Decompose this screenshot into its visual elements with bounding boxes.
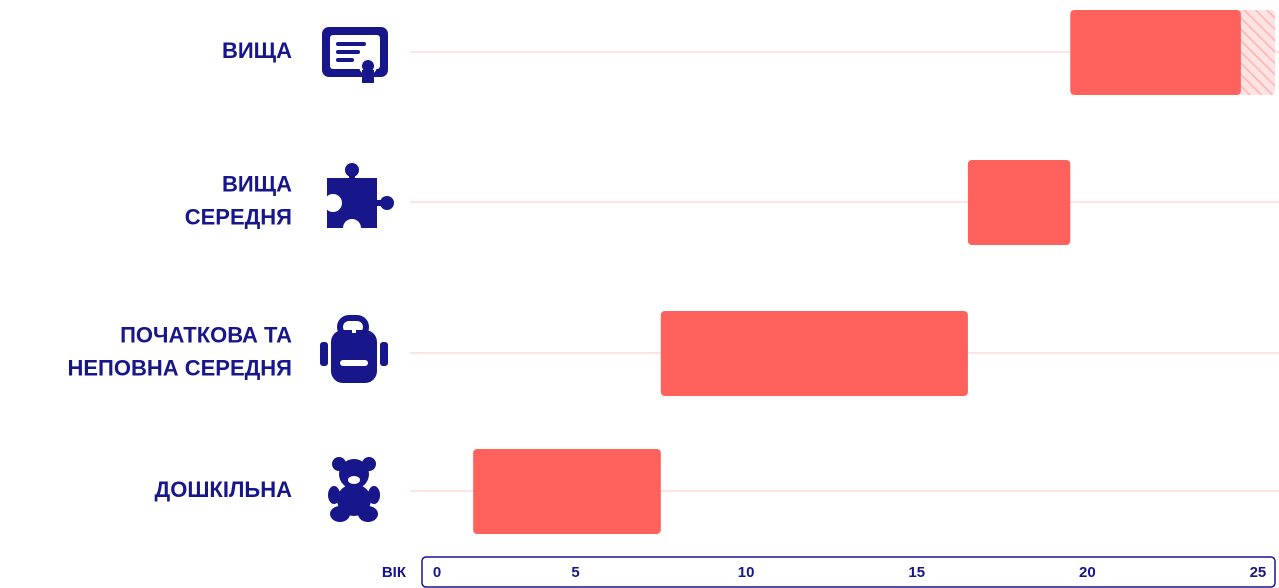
x-tick-label: 15 [908,564,925,581]
x-tick-label: 0 [433,564,441,581]
range-bar [967,160,1071,245]
icons [320,27,394,522]
category-label: ВИЩА [222,171,292,196]
puzzle-icon [324,163,394,237]
x-axis-box [421,556,1276,588]
range-bar [473,449,661,534]
backpack-icon [320,315,388,383]
bar-extension [1236,10,1275,95]
category-label: ДОШКІЛЬНА [155,477,293,502]
x-tick-label: 25 [1250,564,1267,581]
x-tick-label: 10 [738,564,755,581]
category-label: СЕРЕДНЯ [185,204,292,229]
range-bar [660,311,968,396]
range-bar [1070,10,1241,95]
category-label: НЕПОВНА СЕРЕДНЯ [67,355,292,380]
x-axis-label: ВІК [382,564,407,581]
category-label: ПОЧАТКОВА ТА [120,322,292,347]
teddy-icon [328,457,380,522]
x-tick-label: 20 [1079,564,1096,581]
diploma-icon [322,27,388,83]
x-tick-label: 5 [571,564,579,581]
category-label: ВИЩА [222,38,292,63]
